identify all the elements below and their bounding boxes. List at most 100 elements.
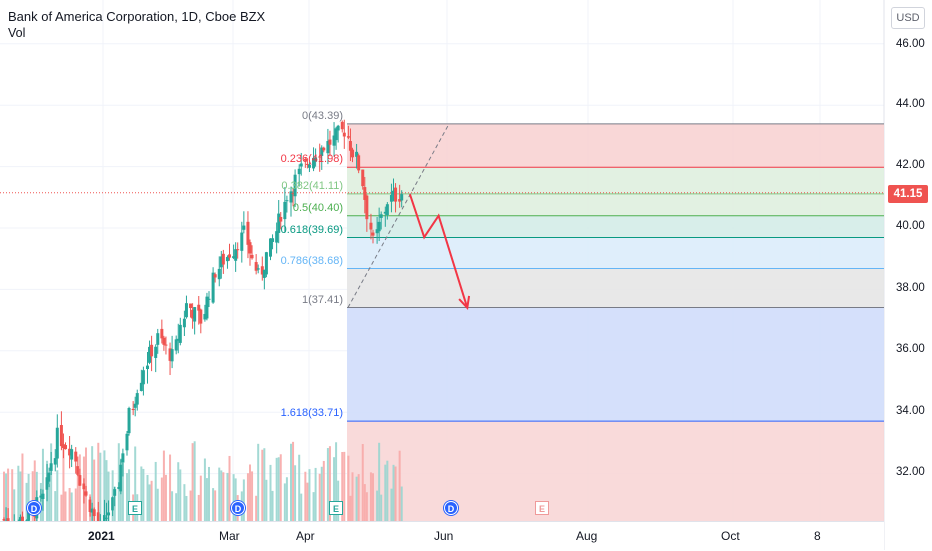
dividend-marker[interactable]: D bbox=[27, 501, 41, 515]
fib-zone bbox=[347, 237, 884, 269]
candle-body bbox=[357, 155, 361, 171]
candle-body bbox=[49, 463, 53, 471]
candle-body bbox=[199, 309, 203, 324]
volume-bar bbox=[349, 495, 352, 521]
candle-body bbox=[248, 242, 252, 254]
candle-body bbox=[150, 344, 154, 357]
time-label: Aug bbox=[576, 529, 598, 543]
volume-bar bbox=[242, 479, 245, 521]
volume-bar bbox=[78, 454, 81, 521]
volume-bar bbox=[13, 489, 16, 521]
candle-body bbox=[277, 213, 281, 233]
fib-price: (37.41) bbox=[308, 293, 343, 306]
candle-body bbox=[334, 128, 338, 141]
earnings-marker[interactable]: E bbox=[329, 501, 343, 515]
candle-body bbox=[170, 349, 174, 362]
volume-bar bbox=[300, 493, 303, 521]
volume-bar bbox=[220, 470, 223, 521]
candle-body bbox=[125, 433, 129, 451]
volume-bar bbox=[142, 468, 145, 521]
candle-body bbox=[314, 157, 318, 162]
candle-body bbox=[39, 495, 43, 498]
volume-bar bbox=[390, 488, 393, 521]
candle-body bbox=[297, 168, 301, 175]
dividend-marker[interactable]: D bbox=[444, 501, 458, 515]
volume-bar bbox=[275, 457, 278, 521]
candle-body bbox=[389, 194, 393, 202]
volume-bar bbox=[50, 443, 53, 521]
price-tick: 40.00 bbox=[896, 220, 925, 232]
volume-bar bbox=[298, 454, 301, 521]
volume-bar bbox=[328, 446, 331, 521]
candle-body bbox=[392, 190, 395, 195]
time-label: Jun bbox=[434, 529, 454, 543]
volume-bar bbox=[60, 494, 63, 521]
volume-bar bbox=[234, 478, 237, 521]
fib-level-label: 0.786(38.68) bbox=[281, 255, 343, 267]
candle-body bbox=[365, 195, 369, 220]
volume-bar bbox=[3, 471, 5, 521]
projection-arrowhead bbox=[458, 295, 471, 311]
volume-bar bbox=[205, 478, 208, 521]
candle-body bbox=[351, 149, 354, 158]
candle-body bbox=[398, 199, 402, 202]
candle-body bbox=[205, 296, 209, 319]
volume-bar bbox=[361, 444, 364, 521]
fib-level-label: 0(43.39) bbox=[302, 110, 343, 122]
volume-bar bbox=[380, 494, 383, 521]
candle-body bbox=[61, 444, 65, 449]
earnings-marker[interactable]: E bbox=[535, 501, 549, 515]
candle-body bbox=[70, 449, 74, 460]
volume-bar bbox=[271, 490, 274, 521]
candle-body bbox=[139, 382, 143, 391]
dividend-marker[interactable]: D bbox=[231, 501, 245, 515]
candle-body bbox=[375, 229, 379, 234]
candle-body bbox=[279, 216, 283, 222]
volume-bar bbox=[191, 443, 194, 521]
candle-body bbox=[236, 249, 240, 251]
fib-ratio: 0.5 bbox=[292, 201, 309, 214]
volume-bar bbox=[148, 484, 151, 521]
time-label: Oct bbox=[721, 529, 740, 543]
candle-body bbox=[47, 472, 51, 482]
candle-body bbox=[312, 157, 316, 169]
currency-button[interactable]: USD bbox=[891, 7, 925, 29]
fib-zone bbox=[347, 215, 884, 238]
time-axis[interactable] bbox=[0, 521, 884, 551]
volume-bar bbox=[193, 441, 196, 521]
volume-bar bbox=[171, 491, 174, 521]
candle-body bbox=[355, 151, 359, 157]
volume-bar bbox=[7, 468, 10, 521]
volume-bar bbox=[31, 471, 34, 521]
fib-price: (43.39) bbox=[308, 109, 343, 122]
volume-bar bbox=[62, 448, 65, 521]
volume-bar bbox=[68, 487, 71, 521]
volume-bar bbox=[134, 446, 137, 521]
volume-bar bbox=[384, 464, 387, 521]
volume-bar bbox=[285, 477, 288, 521]
fib-zone bbox=[347, 307, 884, 422]
candle-body bbox=[336, 125, 340, 131]
candle-body bbox=[18, 517, 22, 525]
volume-bar bbox=[76, 473, 79, 521]
candle-body bbox=[291, 193, 295, 195]
candle-body bbox=[96, 512, 100, 523]
time-label: Apr bbox=[296, 529, 315, 543]
price-tick: 44.00 bbox=[896, 98, 925, 110]
candle-body bbox=[289, 191, 293, 203]
candle-body bbox=[328, 139, 332, 145]
candle-body bbox=[269, 238, 272, 257]
volume-bar bbox=[64, 491, 67, 521]
volume-bar bbox=[21, 453, 24, 521]
candle-body bbox=[307, 164, 311, 168]
candle-body bbox=[262, 269, 266, 278]
candle-body bbox=[135, 393, 139, 405]
fib-level-label: 0.5(40.40) bbox=[293, 202, 343, 214]
candle-body bbox=[385, 204, 389, 216]
volume-bar bbox=[394, 466, 397, 521]
earnings-marker[interactable]: E bbox=[128, 501, 142, 515]
fib-price: (40.40) bbox=[308, 201, 343, 214]
candle-body bbox=[59, 425, 63, 447]
candle-body bbox=[342, 132, 346, 137]
